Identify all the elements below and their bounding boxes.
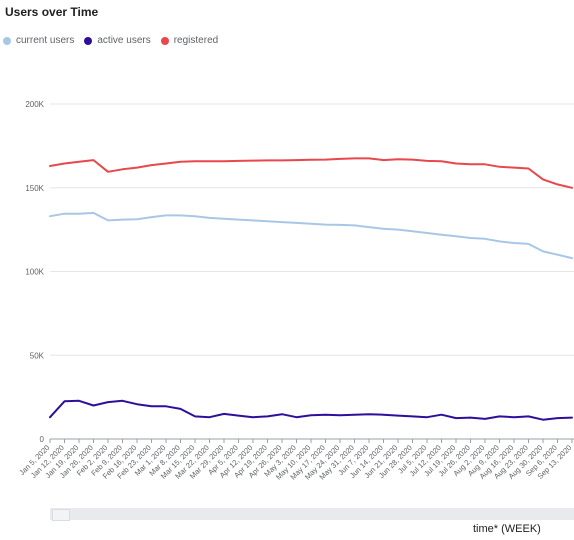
y-tick-label: 0 — [40, 435, 45, 444]
legend-label-registered: registered — [173, 35, 219, 46]
x-axis-title: time* (WEEK) — [473, 523, 541, 535]
series-line-active-users — [49, 399, 573, 421]
y-tick-label: 150K — [25, 184, 44, 193]
horizontal-scrollbar[interactable] — [50, 508, 574, 520]
series-line-current-users — [49, 211, 573, 260]
scrollbar-thumb[interactable] — [52, 509, 70, 521]
y-tick-label: 50K — [30, 351, 45, 360]
legend-label-active-users: active users — [97, 35, 151, 46]
legend-item-current-users[interactable]: current users — [3, 35, 74, 46]
legend-swatch-registered — [160, 36, 169, 45]
legend-swatch-current-users — [3, 36, 11, 45]
chart-title: Users over Time — [5, 5, 99, 19]
legend-label-current-users: current users — [16, 35, 75, 46]
legend-item-registered[interactable]: registered — [160, 35, 219, 46]
legend-swatch-active-users — [84, 36, 93, 45]
legend-item-active-users[interactable]: active users — [84, 35, 151, 46]
series-line-registered — [49, 157, 573, 189]
y-tick-label: 200K — [25, 100, 44, 109]
y-tick-label: 100K — [25, 268, 44, 277]
legend: current users active users registered — [3, 35, 228, 46]
